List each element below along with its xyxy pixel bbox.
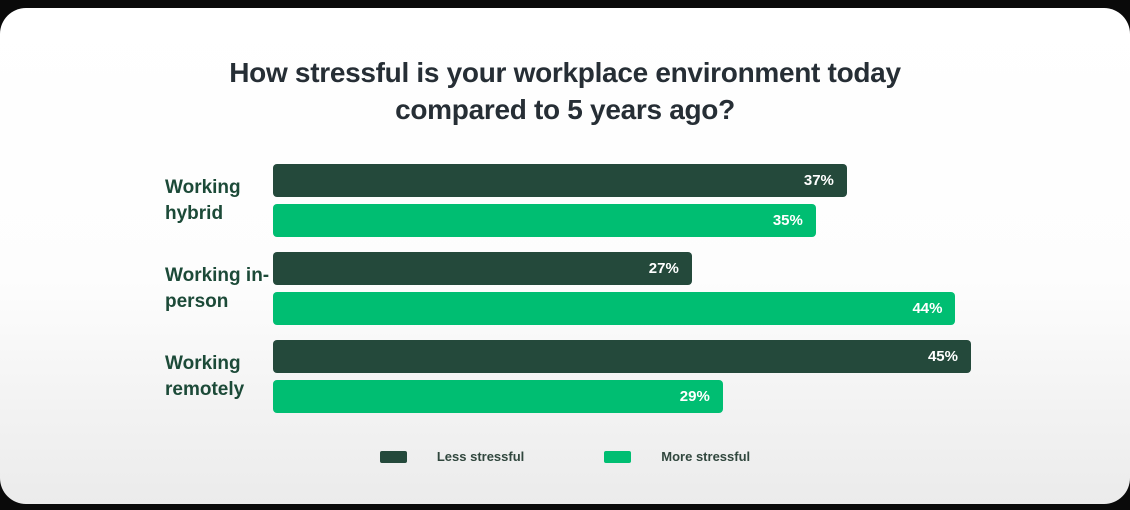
bar-value-label: 29%: [679, 388, 710, 405]
chart-title-line-1: How stressful is your workplace environm…: [229, 57, 901, 88]
legend-item-less-stressful: Less stressful: [379, 449, 525, 464]
bar-less-stressful-working-remotely: 45%: [273, 340, 971, 373]
chart-card: How stressful is your workplace environm…: [0, 8, 1130, 504]
bar-more-stressful-working-in-person: 44%: [273, 292, 956, 325]
bar-value-label: 27%: [648, 260, 679, 277]
legend-label-more-stressful: More stressful: [661, 449, 751, 464]
chart-title-line-2: compared to 5 years ago?: [395, 94, 735, 125]
bar-pair-working-remotely: 45% 29%: [273, 340, 971, 413]
category-group-working-in-person: Working in-person 27% 44%: [165, 252, 1130, 325]
category-label-working-in-person: Working in-person: [165, 264, 270, 312]
bar-chart: Working hybrid 37% 35% Working in-person…: [165, 164, 1130, 413]
bar-less-stressful-working-in-person: 27%: [273, 252, 692, 285]
category-group-working-hybrid: Working hybrid 37% 35%: [165, 164, 1130, 237]
bar-value-label: 45%: [927, 348, 958, 365]
legend-swatch-less-stressful: [379, 450, 407, 463]
bar-pair-working-hybrid: 37% 35%: [273, 164, 971, 237]
bar-pair-working-in-person: 27% 44%: [273, 252, 971, 325]
bar-value-label: 44%: [912, 300, 943, 317]
chart-title: How stressful is your workplace environm…: [0, 54, 1130, 128]
legend-item-more-stressful: More stressful: [604, 449, 750, 464]
legend-swatch-more-stressful: [604, 450, 632, 463]
category-group-working-remotely: Working remotely 45% 29%: [165, 340, 1130, 413]
bar-more-stressful-working-hybrid: 35%: [273, 204, 816, 237]
bar-less-stressful-working-hybrid: 37%: [273, 164, 847, 197]
bar-value-label: 37%: [803, 172, 834, 189]
bar-value-label: 35%: [772, 212, 803, 229]
legend: Less stressful More stressful: [0, 449, 1130, 464]
category-label-working-remotely: Working remotely: [165, 352, 245, 400]
bar-more-stressful-working-remotely: 29%: [273, 380, 723, 413]
legend-label-less-stressful: Less stressful: [436, 449, 525, 464]
category-label-working-hybrid: Working hybrid: [165, 176, 241, 224]
